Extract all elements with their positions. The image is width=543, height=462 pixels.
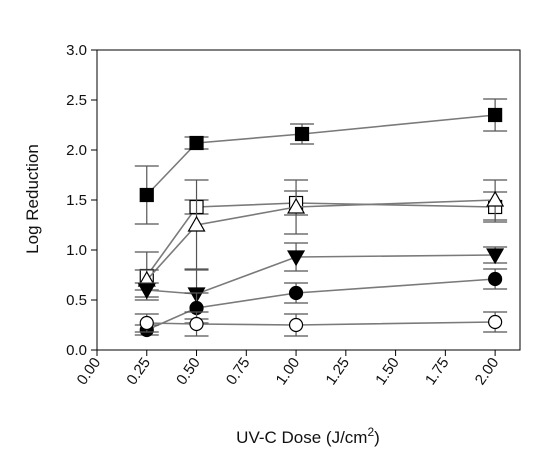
x-axis-label-close: ) xyxy=(374,428,380,447)
series-open-circle xyxy=(134,311,508,337)
data-point-square xyxy=(189,135,204,151)
y-tick-label: 1.5 xyxy=(66,192,87,209)
data-point-triangle-down xyxy=(137,283,156,300)
data-point-square xyxy=(294,126,310,142)
data-point-circle xyxy=(139,315,154,331)
series-line xyxy=(146,278,496,331)
series-line xyxy=(146,202,496,277)
data-point-triangle xyxy=(187,215,206,232)
series-layer xyxy=(134,98,508,338)
y-tick-label: 1.0 xyxy=(66,242,87,259)
y-tick-label: 3.0 xyxy=(66,42,87,59)
x-axis-label: UV-C Dose (J/cm2) xyxy=(236,425,380,447)
data-point-circle xyxy=(488,314,503,330)
data-point-triangle-down xyxy=(287,250,306,267)
data-point-square xyxy=(139,187,154,203)
data-point-triangle xyxy=(287,197,306,214)
x-axis-label-main: UV-C Dose (J/cm xyxy=(236,428,367,447)
data-point-triangle-down xyxy=(486,248,505,265)
series-line xyxy=(146,114,496,196)
series-filled-square xyxy=(134,98,508,225)
y-axis-ticks: 0.0 0.5 1.0 1.5 2.0 2.5 3.0 xyxy=(66,42,97,359)
y-tick-label: 2.5 xyxy=(66,92,87,109)
data-point-circle xyxy=(488,271,503,287)
data-point-circle xyxy=(288,285,304,301)
y-tick-label: 0.5 xyxy=(66,292,87,309)
y-tick-label: 0.0 xyxy=(66,342,87,359)
x-axis-label-superscript: 2 xyxy=(367,425,374,439)
series-line xyxy=(146,254,496,295)
data-point-triangle xyxy=(486,190,505,207)
y-axis-label: Log Reduction xyxy=(23,144,42,254)
data-point-circle xyxy=(189,316,204,332)
data-point-square xyxy=(488,107,503,123)
series-line xyxy=(146,199,496,281)
y-tick-label: 2.0 xyxy=(66,142,87,159)
series-line xyxy=(146,321,496,326)
data-point-circle xyxy=(288,317,304,333)
